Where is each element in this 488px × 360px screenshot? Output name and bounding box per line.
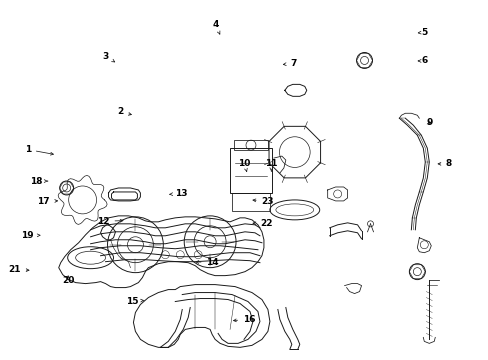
Text: 7: 7 (283, 59, 296, 68)
Text: 18: 18 (30, 176, 48, 185)
Text: 17: 17 (38, 197, 58, 206)
Text: 12: 12 (97, 217, 123, 226)
Text: 22: 22 (252, 219, 272, 228)
Text: 9: 9 (426, 118, 432, 127)
Text: 1: 1 (24, 145, 53, 155)
Text: 8: 8 (437, 159, 451, 168)
Text: 11: 11 (264, 159, 277, 171)
Text: 15: 15 (126, 297, 144, 306)
Text: 13: 13 (169, 189, 187, 198)
Text: 2: 2 (117, 107, 131, 116)
Text: 16: 16 (233, 315, 255, 324)
Text: 19: 19 (21, 231, 40, 240)
Text: 5: 5 (417, 28, 427, 37)
Text: 20: 20 (62, 276, 74, 285)
Text: 21: 21 (8, 265, 29, 274)
Text: 23: 23 (252, 197, 274, 206)
Text: 4: 4 (212, 19, 220, 34)
Text: 3: 3 (102, 52, 115, 62)
Bar (234, 140, 267, 150)
Text: 14: 14 (196, 258, 219, 267)
Bar (232, 193, 269, 211)
Text: 6: 6 (417, 57, 427, 66)
Bar (229, 148, 271, 193)
Text: 10: 10 (238, 159, 250, 171)
